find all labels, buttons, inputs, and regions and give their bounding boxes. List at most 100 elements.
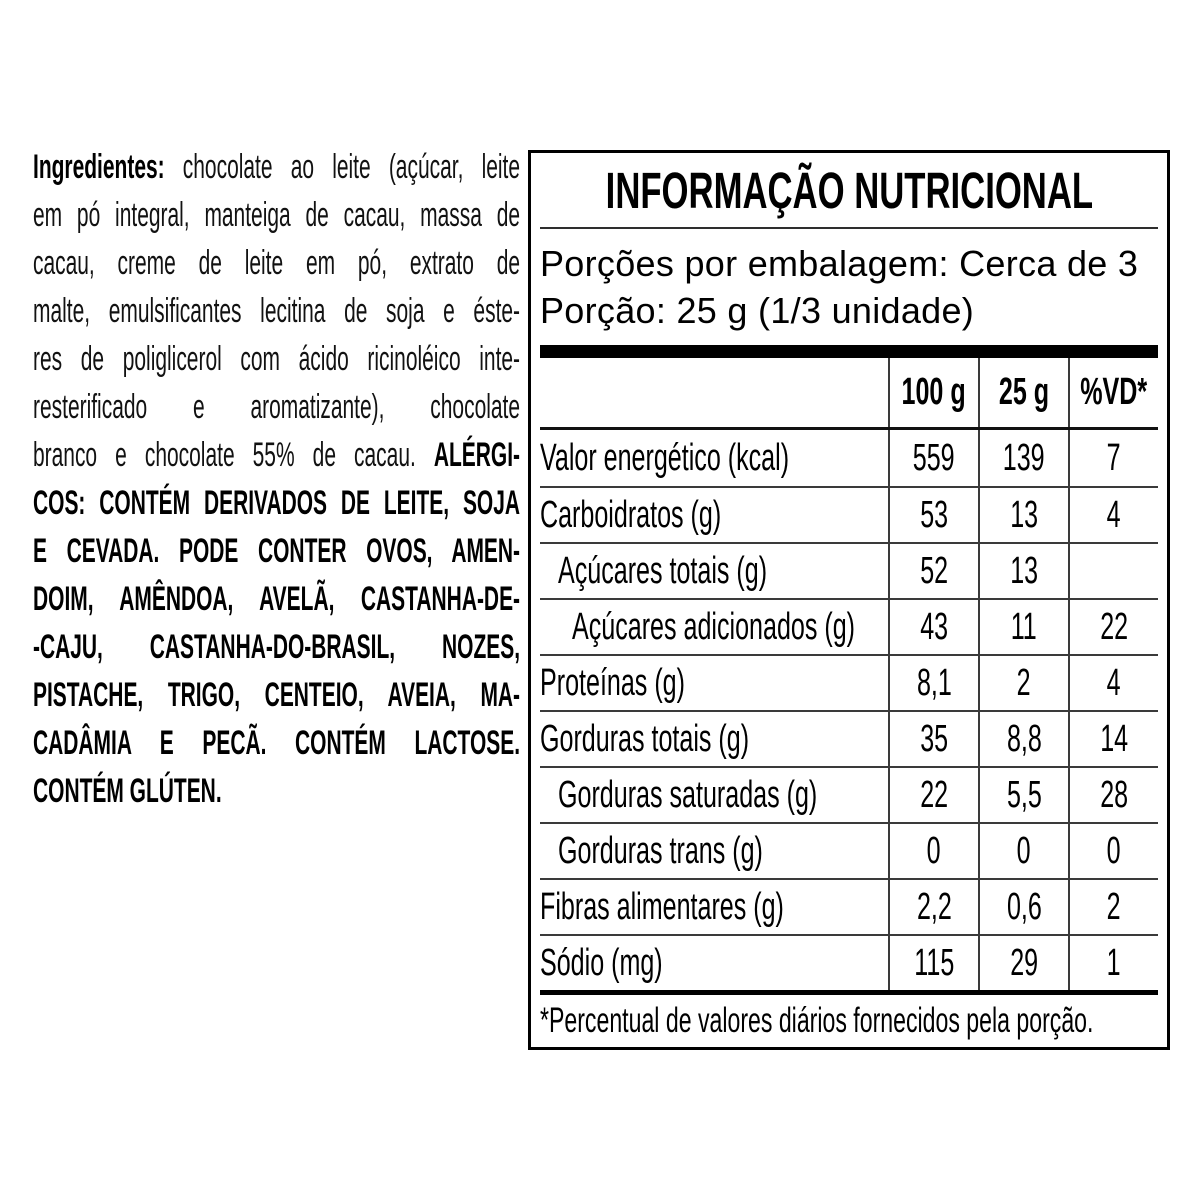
value-25g-cell: 29	[978, 936, 1068, 990]
value-25g: 13	[1010, 549, 1038, 592]
ingredients-line: cacau, creme de leite em pó, extrato de	[33, 239, 520, 287]
ingredients-bold-text: PISTACHE, TRIGO, CENTEIO, AVEIA, MA-	[33, 676, 521, 714]
ingredients-bold-text: E CEVADA. PODE CONTER OVOS, AMEN-	[33, 532, 521, 570]
value-25g: 2	[1017, 661, 1031, 704]
nutrition-grid: 100 g 25 g %VD* Valor energético (kcal) 5…	[540, 358, 1158, 990]
ingredients-text: res de poliglicerol com ácido ricinoléic…	[33, 340, 521, 378]
value-vd-cell: 14	[1068, 712, 1158, 766]
table-row: Açúcares adicionados (g) 43 11 22	[540, 598, 1158, 654]
ingredients-bold-text: CADÂMIA E PECÃ. CONTÉM LACTOSE.	[33, 724, 521, 762]
ingredients-line: malte, emulsificantes lecitina de soja e…	[33, 287, 520, 335]
ingredients-line: em pó integral, manteiga de cacau, massa…	[33, 191, 520, 239]
value-100g: 2,2	[916, 885, 952, 928]
nutrient-label: Açúcares adicionados (g)	[572, 605, 855, 648]
portion-size: Porção: 25 g (1/3 unidade)	[540, 290, 975, 331]
value-100g: 53	[920, 493, 948, 536]
table-row: Valor energético (kcal) 559 139 7	[540, 430, 1158, 486]
value-100g-cell: 43	[888, 600, 978, 654]
value-25g: 13	[1010, 493, 1038, 536]
value-25g-cell: 2	[978, 656, 1068, 710]
ingredients-line: DOIM, AMÊNDOA, AVELÃ, CASTANHA-DE-	[33, 575, 520, 623]
ingredients-line: res de poliglicerol com ácido ricinoléic…	[33, 335, 520, 383]
table-row: Proteínas (g) 8,1 2 4	[540, 654, 1158, 710]
ingredients-line: branco e chocolate 55% de cacau. ALÉRGI-	[33, 431, 520, 479]
ingredients-text: cacau, creme de leite em pó, extrato de	[33, 244, 521, 282]
ingredients-line: CONTÉM GLÚTEN.	[33, 767, 520, 815]
ingredients-line: resterificado e aromatizante), chocolate	[33, 383, 520, 431]
header-100g-cell: 100 g	[888, 358, 978, 427]
header-25g-cell: 25 g	[978, 358, 1068, 427]
value-100g-cell: 8,1	[888, 656, 978, 710]
thick-bar	[540, 345, 1158, 358]
value-100g-cell: 115	[888, 936, 978, 990]
ingredients-line: Ingredientes: chocolate ao leite (açúcar…	[33, 143, 520, 191]
value-vd-cell: 4	[1068, 488, 1158, 542]
value-vd: 0	[1107, 829, 1121, 872]
ingredients-text: malte, emulsificantes lecitina de soja e…	[33, 292, 521, 330]
value-100g-cell: 2,2	[888, 880, 978, 934]
nutrient-label-cell: Valor energético (kcal)	[540, 430, 888, 486]
value-100g: 115	[914, 941, 954, 984]
ingredients-text: branco e chocolate 55% de cacau.	[33, 436, 434, 474]
header-vd: %VD*	[1080, 371, 1148, 413]
table-row: Gorduras saturadas (g) 22 5,5 28	[540, 766, 1158, 822]
value-25g-cell: 139	[978, 430, 1068, 486]
value-25g: 5,5	[1006, 773, 1042, 816]
nutrient-label-cell: Sódio (mg)	[540, 936, 888, 990]
serving-info: Porções por embalagem: Cerca de 3 Porção…	[540, 229, 1158, 345]
nutrition-table-title: INFORMAÇÃO NUTRICIONAL	[605, 161, 1093, 219]
value-25g-cell: 13	[978, 544, 1068, 598]
value-25g-cell: 11	[978, 600, 1068, 654]
value-25g: 29	[1010, 941, 1038, 984]
value-vd: 4	[1107, 493, 1121, 536]
ingredients-line: PISTACHE, TRIGO, CENTEIO, AVEIA, MA-	[33, 671, 520, 719]
value-vd-cell: 28	[1068, 768, 1158, 822]
value-vd-cell: 1	[1068, 936, 1158, 990]
value-25g: 8,8	[1006, 717, 1042, 760]
nutrient-label-cell: Gorduras totais (g)	[540, 712, 888, 766]
value-vd: 7	[1107, 436, 1121, 479]
value-25g: 0	[1017, 829, 1031, 872]
value-vd: 14	[1100, 717, 1128, 760]
value-25g-cell: 0	[978, 824, 1068, 878]
value-25g: 139	[1003, 436, 1045, 479]
header-25g: 25 g	[998, 371, 1050, 413]
table-header-row: 100 g 25 g %VD*	[540, 358, 1158, 430]
nutrient-label-cell: Proteínas (g)	[540, 656, 888, 710]
value-100g-cell: 52	[888, 544, 978, 598]
ingredients-text: em pó integral, manteiga de cacau, massa…	[33, 196, 521, 234]
nutrition-table-title-row: INFORMAÇÃO NUTRICIONAL	[540, 153, 1158, 227]
servings-per-package: Porções por embalagem: Cerca de 3	[540, 243, 1139, 284]
nutrient-label: Carboidratos (g)	[540, 493, 722, 536]
nutrient-label: Gorduras trans (g)	[558, 829, 763, 872]
ingredients-bold-text: DOIM, AMÊNDOA, AVELÃ, CASTANHA-DE-	[33, 580, 521, 618]
table-row: Sódio (mg) 115 29 1	[540, 934, 1158, 990]
value-vd: 2	[1107, 885, 1121, 928]
ingredients-paragraph: Ingredientes: chocolate ao leite (açúcar…	[33, 143, 520, 815]
value-25g-cell: 5,5	[978, 768, 1068, 822]
header-blank-cell	[540, 358, 888, 427]
value-vd: 1	[1107, 941, 1121, 984]
ingredients-bold-text: COS: CONTÉM DERIVADOS DE LEITE, SOJA	[33, 484, 521, 522]
nutrient-label: Gorduras saturadas (g)	[558, 773, 818, 816]
value-25g-cell: 0,6	[978, 880, 1068, 934]
value-25g-cell: 8,8	[978, 712, 1068, 766]
value-vd-cell: 22	[1068, 600, 1158, 654]
value-25g-cell: 13	[978, 488, 1068, 542]
value-100g-cell: 0	[888, 824, 978, 878]
table-row: Fibras alimentares (g) 2,2 0,6 2	[540, 878, 1158, 934]
nutrient-label-cell: Fibras alimentares (g)	[540, 880, 888, 934]
value-100g: 52	[920, 549, 948, 592]
value-100g: 43	[920, 605, 948, 648]
nutrient-label-cell: Carboidratos (g)	[540, 488, 888, 542]
value-100g-cell: 559	[888, 430, 978, 486]
value-vd-cell	[1068, 544, 1158, 598]
value-100g: 0	[927, 829, 941, 872]
nutrient-label: Fibras alimentares (g)	[540, 885, 784, 928]
ingredients-text: resterificado e aromatizante), chocolate	[33, 388, 521, 426]
nutrient-label: Açúcares totais (g)	[558, 549, 768, 592]
footnote-row: *Percentual de valores diários fornecido…	[540, 995, 1158, 1047]
value-100g-cell: 35	[888, 712, 978, 766]
table-row: Açúcares totais (g) 52 13	[540, 542, 1158, 598]
